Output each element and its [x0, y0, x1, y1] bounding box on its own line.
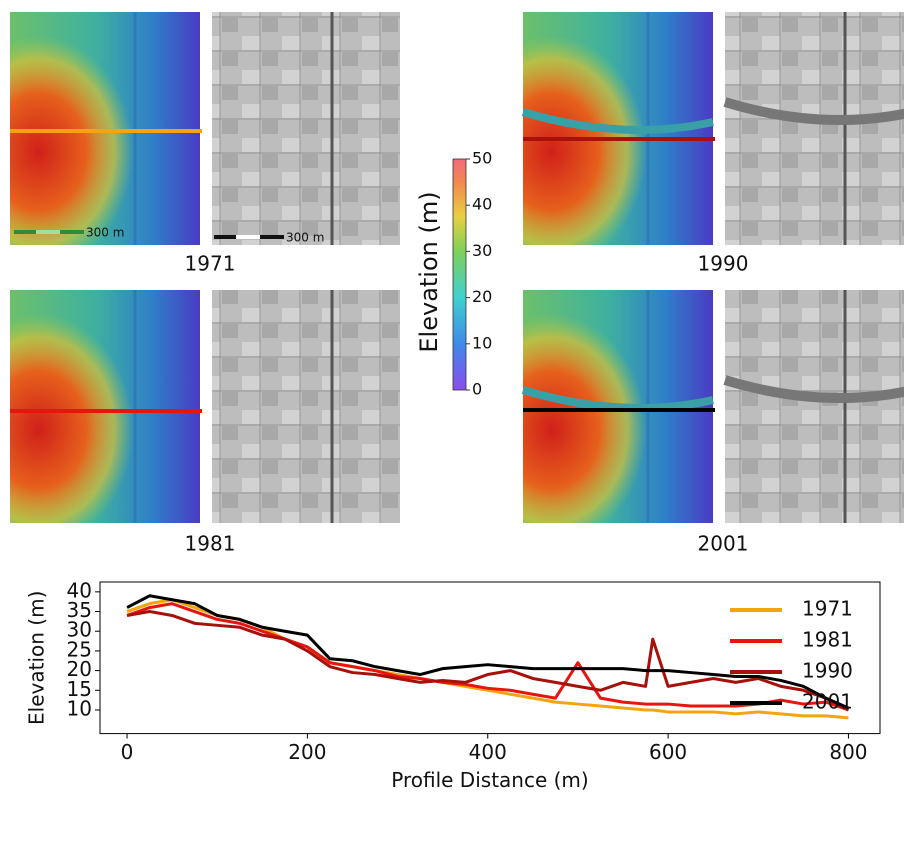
y-axis-label: Elevation (m) [25, 591, 49, 725]
scale-label: 300 m [286, 231, 324, 245]
x-axis-label: Profile Distance (m) [391, 768, 588, 792]
hill-shade [10, 12, 200, 245]
highway-dem [521, 108, 714, 134]
series-line [126, 610, 850, 712]
x-tick-label: 400 [469, 740, 507, 764]
map-panels: 1971 1990 1981 2001 300 m 300 m [10, 12, 904, 556]
x-tick-label: 600 [649, 740, 687, 764]
series-line [126, 594, 850, 710]
colorbar-tick-label: 50 [472, 149, 492, 168]
scale-bar [36, 230, 60, 234]
y-tick-label: 15 [67, 677, 92, 701]
colorbar-fill [452, 158, 467, 391]
y-tick-label: 20 [67, 657, 92, 681]
legend-label: 2001 [802, 690, 853, 714]
hill-shade [10, 290, 200, 523]
colorbar-tick-label: 40 [472, 195, 492, 214]
highway-dem [521, 386, 714, 412]
colorbar-label: Elevation (m) [415, 191, 443, 352]
year-label: 1971 [185, 252, 236, 276]
scale-bar [236, 235, 260, 239]
colorbar-tick-label: 10 [472, 333, 492, 352]
aerial-photo [212, 290, 400, 523]
y-tick-label: 25 [67, 637, 92, 661]
aerial-photo [725, 12, 904, 245]
legend-label: 1971 [802, 597, 853, 621]
year-label: 1990 [698, 252, 749, 276]
legend-label: 1990 [802, 659, 853, 683]
aerial-photo [725, 290, 904, 523]
x-tick-label: 200 [288, 740, 326, 764]
series-line [126, 602, 849, 712]
year-label: 1981 [185, 532, 236, 556]
aerial-photo [212, 12, 400, 245]
y-tick-label: 35 [67, 598, 92, 622]
colorbar: 0 10 20 30 40 50 Elevation (m) [415, 149, 492, 399]
colorbar-tick-label: 0 [472, 380, 482, 399]
x-tick-label: 800 [829, 740, 867, 764]
legend-label: 1981 [802, 628, 853, 652]
y-tick-label: 40 [67, 578, 92, 602]
highway [723, 375, 904, 403]
colorbar-tick-label: 30 [472, 241, 492, 260]
scale-label: 300 m [86, 226, 124, 240]
plot-frame [99, 581, 881, 735]
highway [723, 97, 904, 125]
y-tick-label: 30 [67, 618, 92, 642]
x-tick-label: 0 [121, 740, 134, 764]
year-label: 2001 [698, 532, 749, 556]
y-tick-label: 10 [67, 696, 92, 720]
colorbar-tick-label: 20 [472, 287, 492, 306]
